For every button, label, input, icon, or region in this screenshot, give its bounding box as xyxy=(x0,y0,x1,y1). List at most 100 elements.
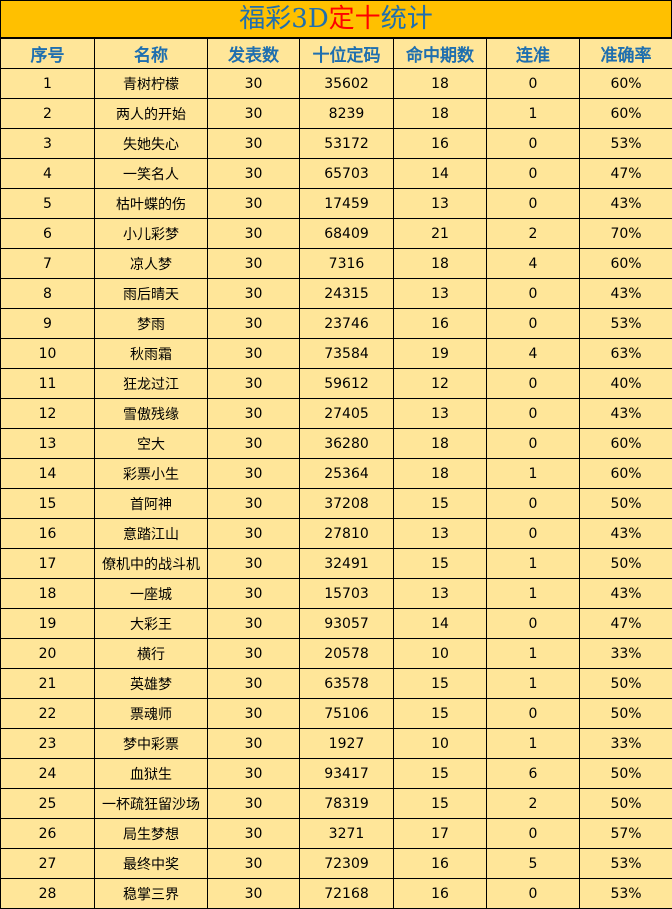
cell-posts: 30 xyxy=(207,428,300,459)
cell-tens-code: 20578 xyxy=(299,638,394,669)
table-row: 7 凉人梦 30 7316 18 4 60% xyxy=(0,248,672,279)
cell-streak: 0 xyxy=(486,698,580,729)
cell-name: 英雄梦 xyxy=(94,668,208,699)
cell-tens-code: 72168 xyxy=(299,878,394,909)
cell-index: 3 xyxy=(0,128,95,159)
cell-streak: 0 xyxy=(486,158,580,189)
header-col-streak: 连准 xyxy=(486,38,580,69)
cell-name: 局生梦想 xyxy=(94,818,208,849)
cell-streak: 6 xyxy=(486,758,580,789)
cell-hits: 18 xyxy=(393,98,487,129)
cell-accuracy: 47% xyxy=(579,158,672,189)
table-row: 20 横行 30 20578 10 1 33% xyxy=(0,638,672,669)
cell-name: 彩票小生 xyxy=(94,458,208,489)
cell-tens-code: 68409 xyxy=(299,218,394,249)
cell-index: 15 xyxy=(0,488,95,519)
cell-tens-code: 59612 xyxy=(299,368,394,399)
table-row: 17 僚机中的战斗机 30 32491 15 1 50% xyxy=(0,548,672,579)
cell-accuracy: 43% xyxy=(579,398,672,429)
cell-streak: 0 xyxy=(486,488,580,519)
cell-hits: 16 xyxy=(393,128,487,159)
cell-index: 21 xyxy=(0,668,95,699)
cell-index: 6 xyxy=(0,218,95,249)
cell-name: 一杯疏狂留沙场 xyxy=(94,788,208,819)
cell-index: 27 xyxy=(0,848,95,879)
cell-tens-code: 78319 xyxy=(299,788,394,819)
cell-name: 票魂师 xyxy=(94,698,208,729)
cell-streak: 0 xyxy=(486,278,580,309)
stats-table: 序号 名称 发表数 十位定码 命中期数 连准 准确率 1 青树柠檬 30 35602 18 0 60% 2… xyxy=(0,38,672,909)
cell-name: 两人的开始 xyxy=(94,98,208,129)
cell-name: 空大 xyxy=(94,428,208,459)
cell-streak: 1 xyxy=(486,98,580,129)
cell-name: 雪傲残缘 xyxy=(94,398,208,429)
cell-accuracy: 60% xyxy=(579,98,672,129)
cell-tens-code: 53172 xyxy=(299,128,394,159)
cell-accuracy: 50% xyxy=(579,758,672,789)
cell-tens-code: 15703 xyxy=(299,578,394,609)
table-row: 8 雨后晴天 30 24315 13 0 43% xyxy=(0,278,672,309)
header-col-posts: 发表数 xyxy=(207,38,300,69)
cell-tens-code: 17459 xyxy=(299,188,394,219)
cell-index: 18 xyxy=(0,578,95,609)
cell-accuracy: 47% xyxy=(579,608,672,639)
cell-hits: 18 xyxy=(393,458,487,489)
cell-accuracy: 60% xyxy=(579,68,672,99)
cell-streak: 0 xyxy=(486,398,580,429)
cell-index: 17 xyxy=(0,548,95,579)
cell-name: 失她失心 xyxy=(94,128,208,159)
cell-posts: 30 xyxy=(207,848,300,879)
cell-hits: 12 xyxy=(393,368,487,399)
cell-hits: 10 xyxy=(393,728,487,759)
cell-accuracy: 50% xyxy=(579,698,672,729)
cell-posts: 30 xyxy=(207,248,300,279)
table-row: 26 局生梦想 30 3271 17 0 57% xyxy=(0,818,672,849)
cell-streak: 5 xyxy=(486,848,580,879)
cell-index: 24 xyxy=(0,758,95,789)
cell-name: 首阿神 xyxy=(94,488,208,519)
cell-posts: 30 xyxy=(207,488,300,519)
table-row: 24 血狱生 30 93417 15 6 50% xyxy=(0,758,672,789)
cell-name: 一座城 xyxy=(94,578,208,609)
cell-accuracy: 70% xyxy=(579,218,672,249)
cell-hits: 15 xyxy=(393,788,487,819)
cell-accuracy: 50% xyxy=(579,668,672,699)
cell-tens-code: 37208 xyxy=(299,488,394,519)
cell-hits: 15 xyxy=(393,758,487,789)
cell-posts: 30 xyxy=(207,308,300,339)
cell-hits: 19 xyxy=(393,338,487,369)
cell-posts: 30 xyxy=(207,188,300,219)
cell-posts: 30 xyxy=(207,518,300,549)
cell-name: 最终中奖 xyxy=(94,848,208,879)
table-row: 10 秋雨霜 30 73584 19 4 63% xyxy=(0,338,672,369)
cell-name: 意踏江山 xyxy=(94,518,208,549)
cell-index: 28 xyxy=(0,878,95,909)
table-row: 23 梦中彩票 30 1927 10 1 33% xyxy=(0,728,672,759)
cell-streak: 4 xyxy=(486,248,580,279)
table-row: 4 一笑名人 30 65703 14 0 47% xyxy=(0,158,672,189)
cell-hits: 13 xyxy=(393,188,487,219)
cell-streak: 0 xyxy=(486,368,580,399)
cell-accuracy: 63% xyxy=(579,338,672,369)
cell-accuracy: 57% xyxy=(579,818,672,849)
cell-streak: 1 xyxy=(486,638,580,669)
cell-hits: 16 xyxy=(393,308,487,339)
cell-posts: 30 xyxy=(207,68,300,99)
cell-index: 4 xyxy=(0,158,95,189)
cell-posts: 30 xyxy=(207,158,300,189)
cell-index: 9 xyxy=(0,308,95,339)
cell-accuracy: 43% xyxy=(579,278,672,309)
cell-accuracy: 43% xyxy=(579,578,672,609)
cell-streak: 0 xyxy=(486,818,580,849)
cell-posts: 30 xyxy=(207,608,300,639)
table-row: 11 狂龙过江 30 59612 12 0 40% xyxy=(0,368,672,399)
cell-hits: 13 xyxy=(393,578,487,609)
cell-tens-code: 3271 xyxy=(299,818,394,849)
cell-streak: 0 xyxy=(486,518,580,549)
title-highlight: 定十 xyxy=(328,4,381,34)
cell-hits: 18 xyxy=(393,68,487,99)
cell-hits: 13 xyxy=(393,518,487,549)
cell-streak: 2 xyxy=(486,788,580,819)
cell-hits: 17 xyxy=(393,818,487,849)
title-part-3: 统计 xyxy=(380,4,433,34)
